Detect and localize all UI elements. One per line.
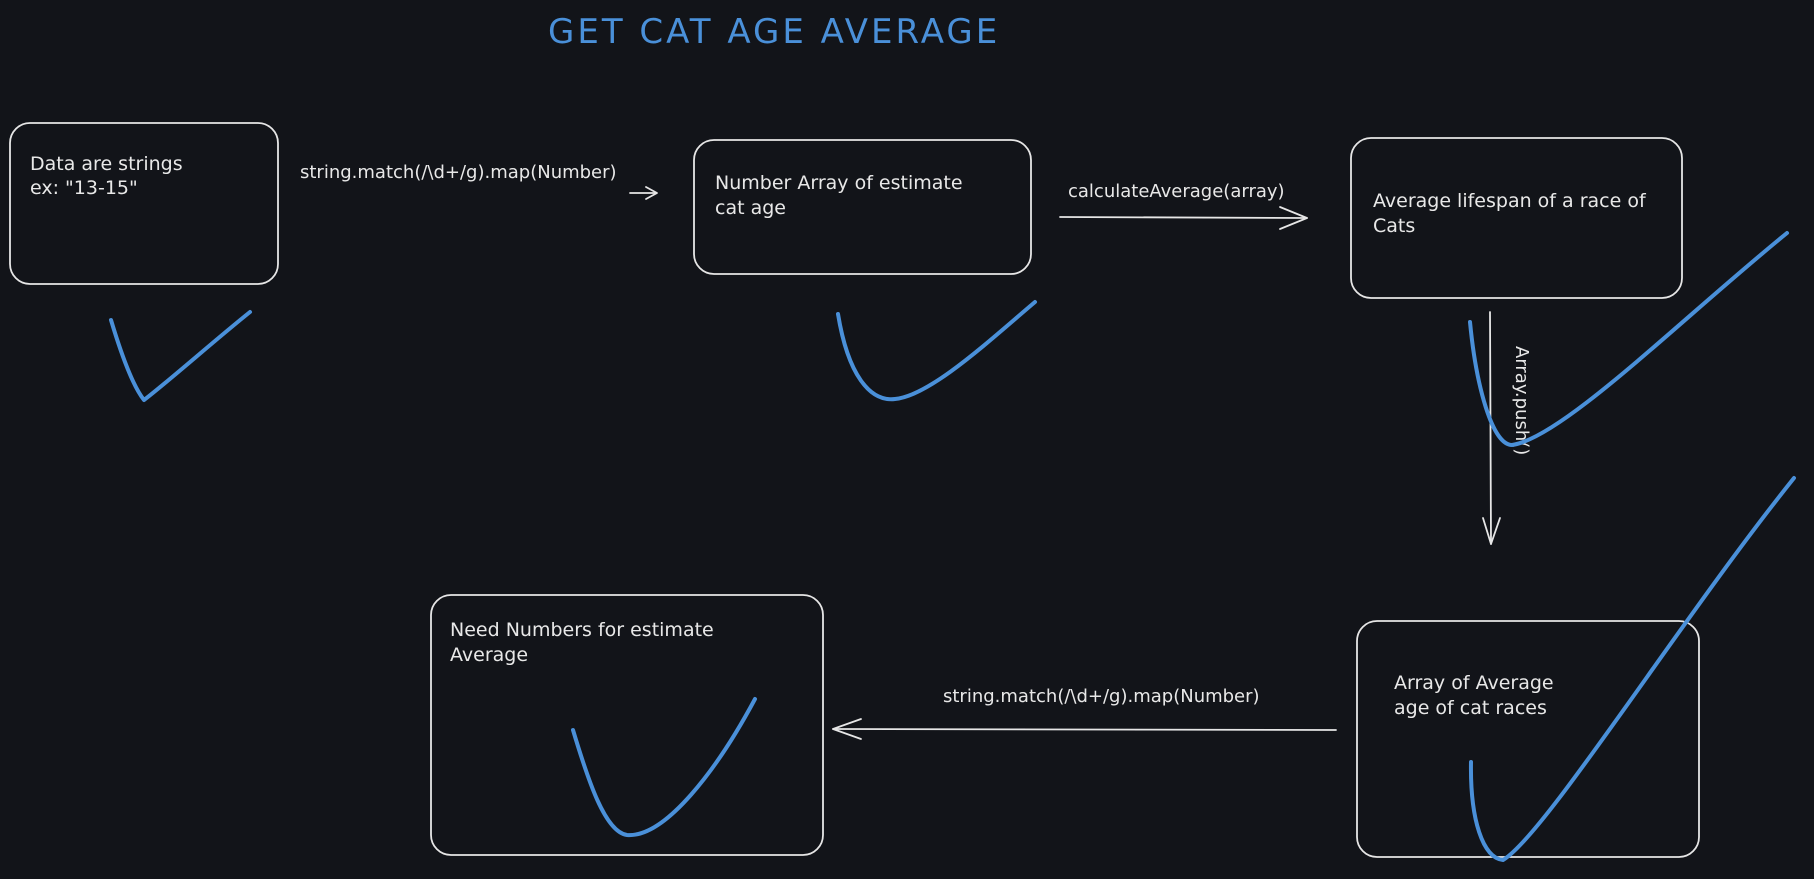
- node-need-numbers: Need Numbers for estimate Average: [430, 594, 824, 856]
- edge-2-label: calculateAverage(array): [1068, 181, 1285, 202]
- node-average-lifespan: Average lifespan of a race of Cats: [1350, 137, 1683, 299]
- node-need-numbers-box: [430, 594, 824, 856]
- node-average-lifespan-line-2: Cats: [1373, 215, 1415, 237]
- edge-1-arrowhead: [645, 186, 658, 200]
- edge-3-arrowhead: [1482, 517, 1501, 545]
- node-data-strings-line-1: Data are strings: [30, 153, 183, 175]
- node-data-strings-box: [9, 122, 279, 285]
- edge-3-label: Array.push(): [1511, 346, 1532, 455]
- node-average-lifespan-line-1: Average lifespan of a race of: [1373, 190, 1647, 212]
- node-array-of-average-line-1: Array of Average: [1394, 672, 1554, 694]
- checkmark-icon-3: [1468, 231, 1789, 447]
- node-need-numbers-line-1: Need Numbers for estimate: [450, 619, 714, 641]
- checkmark-icon-1: [109, 310, 252, 402]
- edge-4-line: [832, 728, 1337, 731]
- edge-2-arrowhead: [1279, 206, 1308, 230]
- edge-average-lifespan-to-array-of-average: Array.push(): [1482, 311, 1532, 545]
- edge-1-label: string.match(/\d+/g).map(Number): [300, 162, 617, 183]
- edge-array-of-average-to-need-numbers: string.match(/\d+/g).map(Number): [832, 686, 1337, 740]
- node-data-strings: Data are strings ex: "13-15": [9, 122, 279, 285]
- edge-data-to-number-array: string.match(/\d+/g).map(Number): [300, 162, 658, 200]
- edge-number-array-to-average-lifespan: calculateAverage(array): [1059, 181, 1308, 230]
- node-need-numbers-line-2: Average: [450, 644, 528, 666]
- node-average-lifespan-box: [1350, 137, 1683, 299]
- node-array-of-average: Array of Average age of cat races: [1356, 620, 1700, 858]
- node-number-array: Number Array of estimate cat age: [693, 139, 1032, 275]
- node-number-array-line-2: cat age: [715, 197, 786, 219]
- edge-2-line: [1059, 216, 1308, 219]
- edge-3-line: [1489, 311, 1492, 545]
- checkmark-icon-4: [1468, 476, 1796, 862]
- node-number-array-line-1: Number Array of estimate: [715, 172, 963, 194]
- diagram-title: GET CAT AGE AVERAGE: [548, 12, 1000, 52]
- node-number-array-box: [693, 139, 1032, 275]
- checkmark-icon-5: [571, 697, 757, 838]
- node-array-of-average-box: [1356, 620, 1700, 858]
- node-array-of-average-line-2: age of cat races: [1394, 697, 1547, 719]
- edge-4-label: string.match(/\d+/g).map(Number): [943, 686, 1260, 707]
- checkmark-icon-2: [836, 300, 1037, 402]
- edge-4-arrowhead: [832, 718, 862, 740]
- node-data-strings-line-2: ex: "13-15": [30, 177, 138, 199]
